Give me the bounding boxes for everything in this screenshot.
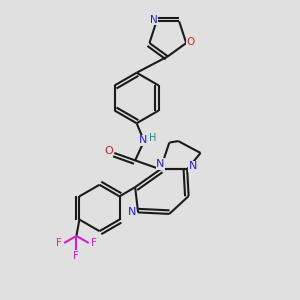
Text: O: O <box>187 37 195 46</box>
Text: N: N <box>139 136 148 146</box>
Text: N: N <box>189 161 197 171</box>
Text: F: F <box>74 250 80 260</box>
Text: N: N <box>150 15 158 25</box>
Text: H: H <box>149 133 156 143</box>
Text: N: N <box>128 207 136 218</box>
Text: F: F <box>91 238 97 248</box>
Text: F: F <box>56 238 62 248</box>
Text: N: N <box>156 159 165 169</box>
Text: O: O <box>104 146 113 157</box>
